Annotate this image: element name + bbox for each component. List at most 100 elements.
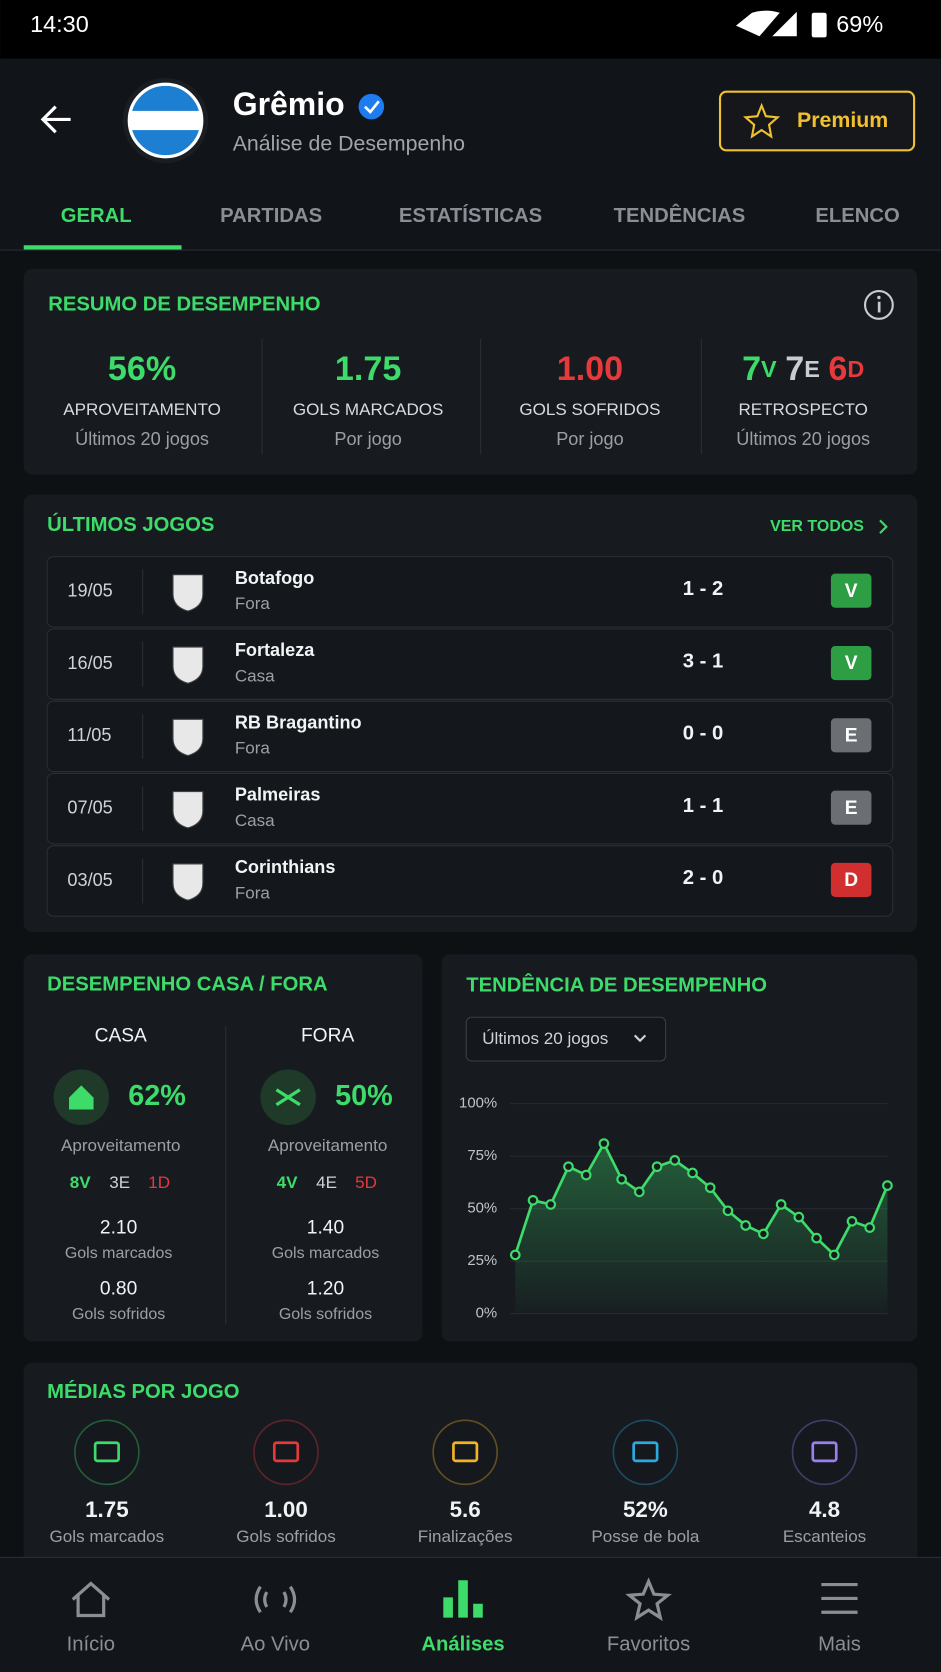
filter-dropdown[interactable]: [465, 1016, 667, 1062]
scored-label: Gols marcados: [272, 1245, 380, 1262]
see-all[interactable]: VER TODOS: [770, 518, 864, 535]
record-part: V: [761, 356, 777, 382]
point: [634, 1186, 645, 1198]
info-icon-bar: [877, 301, 881, 313]
nav-icon[interactable]: [71, 1581, 111, 1618]
team-logo: [172, 646, 204, 684]
summary-sub: Últimos 20 jogos: [75, 428, 209, 449]
tab[interactable]: ESTATÍSTICAS: [399, 204, 542, 227]
divider: [261, 339, 263, 455]
nav-label[interactable]: Favoritos: [607, 1634, 690, 1656]
divider: [142, 641, 144, 687]
back-button[interactable]: [40, 105, 71, 134]
tab[interactable]: GERAL: [61, 205, 132, 227]
venue-pct: 62%: [128, 1080, 186, 1112]
divider: [700, 339, 702, 455]
team-name: Grêmio: [233, 86, 345, 122]
info-icon[interactable]: [863, 290, 894, 320]
score: 1 - 2: [683, 578, 724, 600]
info-icon-dot: [877, 295, 881, 300]
losses: 5D: [355, 1173, 377, 1192]
stat-icon: [74, 1419, 140, 1486]
y-tick-label: 25%: [467, 1252, 497, 1269]
section-title: MÉDIAS POR JOGO: [47, 1380, 239, 1403]
battery-level: 69%: [836, 11, 883, 37]
match-row[interactable]: [46, 772, 894, 845]
point: [740, 1220, 751, 1231]
match-row[interactable]: [46, 845, 894, 917]
venue: Casa: [235, 666, 275, 685]
pct-label: Aproveitamento: [61, 1136, 180, 1155]
verified-badge: [358, 93, 385, 120]
point: [616, 1173, 627, 1185]
stat-icon: [612, 1419, 679, 1486]
tab[interactable]: PARTIDAS: [220, 205, 322, 227]
match-date: 11/05: [67, 725, 111, 745]
nav-label[interactable]: Mais: [818, 1634, 861, 1656]
tab[interactable]: ELENCO: [815, 205, 899, 227]
score: 1 - 1: [683, 795, 724, 817]
venue: Casa: [235, 811, 275, 830]
wifi-icon: [736, 10, 780, 37]
team-name: Fortaleza: [235, 640, 315, 660]
point: [882, 1180, 893, 1191]
nav-icon[interactable]: [254, 1585, 297, 1614]
nav-icon[interactable]: [443, 1580, 483, 1618]
stat-value: 1.00: [264, 1497, 308, 1522]
score: 3 - 1: [683, 650, 724, 672]
result-badge: [830, 718, 872, 753]
match-row[interactable]: [46, 628, 894, 700]
status-time: 14:30: [30, 11, 89, 37]
nav-label[interactable]: Ao Vivo: [241, 1634, 310, 1656]
filter-label: Últimos 20 jogos: [482, 1029, 608, 1048]
divider: [142, 714, 144, 759]
draws: 4E: [316, 1173, 337, 1192]
summary-sub: Por jogo: [334, 429, 401, 449]
match-date: 07/05: [67, 797, 112, 817]
premium-label: Premium: [797, 108, 888, 132]
point: [527, 1194, 539, 1206]
result: V: [845, 653, 858, 674]
tab-indicator: [23, 245, 182, 250]
area: [515, 1143, 888, 1314]
column-name: CASA: [95, 1026, 147, 1047]
summary-value: 56%: [108, 350, 176, 388]
divider: [142, 569, 144, 615]
draws: 3E: [109, 1173, 130, 1192]
stat-glyph: [452, 1441, 479, 1463]
y-tick-label: 100%: [459, 1095, 497, 1112]
scored: 2.10: [100, 1217, 137, 1238]
nav-icon[interactable]: [625, 1577, 672, 1622]
point: [687, 1167, 698, 1179]
section-title: RESUMO DE DESEMPENHO: [48, 293, 320, 315]
bottom-nav: [0, 1556, 941, 1672]
venue: Fora: [235, 739, 271, 758]
team-logo: [172, 863, 204, 901]
club-logo-band: [130, 110, 201, 131]
venue-glyph: [275, 1088, 301, 1107]
tab[interactable]: TENDÊNCIAS: [614, 203, 746, 227]
stat-label: Gols sofridos: [236, 1527, 335, 1546]
match-row[interactable]: [46, 556, 894, 628]
venue-glyph: [69, 1085, 94, 1110]
match-row[interactable]: [46, 700, 894, 773]
conceded-label: Gols sofridos: [72, 1306, 165, 1323]
nav-border: [0, 1556, 941, 1558]
wins: 4V: [277, 1173, 298, 1192]
point: [509, 1249, 521, 1261]
nav-icon[interactable]: [821, 1582, 858, 1614]
point: [669, 1155, 681, 1166]
nav-label[interactable]: Início: [67, 1634, 115, 1656]
point: [864, 1222, 876, 1233]
point: [811, 1232, 822, 1244]
verified-check: [363, 100, 380, 114]
card: [23, 954, 423, 1342]
point: [704, 1182, 716, 1194]
record: 7V 7E 6D: [742, 350, 864, 388]
point: [775, 1199, 787, 1210]
venue: Fora: [235, 594, 271, 613]
team-name: Palmeiras: [235, 785, 321, 805]
nav-label[interactable]: Análises: [421, 1634, 504, 1656]
summary-value: 1.75: [335, 350, 401, 388]
summary-sub: Últimos 20 jogos: [736, 428, 870, 449]
